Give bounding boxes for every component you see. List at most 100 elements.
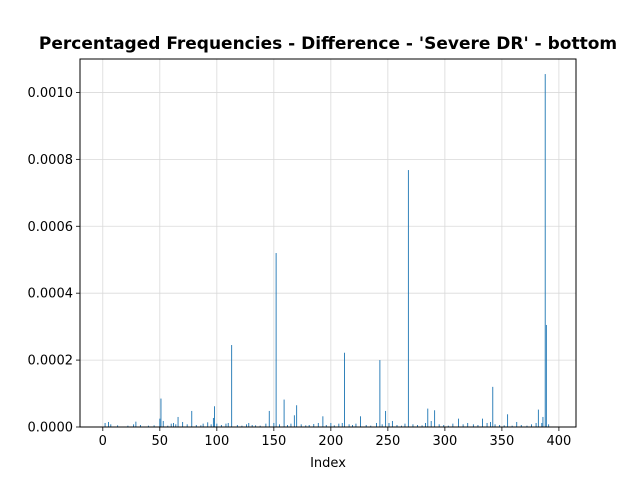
bar — [236, 424, 238, 427]
bar — [227, 422, 229, 427]
bar — [110, 424, 112, 427]
bar — [348, 424, 350, 427]
bar — [494, 424, 496, 427]
bar — [231, 345, 233, 427]
bar — [427, 408, 429, 427]
bar — [214, 406, 216, 427]
bar — [544, 74, 546, 428]
bar — [259, 425, 261, 427]
bar — [477, 424, 479, 427]
bar — [322, 416, 324, 427]
bar — [159, 418, 161, 427]
bar — [308, 424, 310, 427]
bar — [135, 421, 137, 427]
bar — [507, 414, 509, 427]
chart-title: Percentaged Frequencies - Difference - '… — [39, 34, 617, 54]
x-tick-label: 0 — [99, 434, 107, 449]
y-tick-label: 0.0004 — [28, 287, 74, 302]
bar — [117, 425, 119, 427]
bar — [360, 416, 361, 427]
bar — [273, 422, 275, 427]
bar — [333, 425, 335, 427]
bar — [290, 423, 292, 427]
x-axis-ticks: 0 50 100 150 200 250 300 350 400 — [99, 427, 571, 449]
bar — [526, 425, 528, 427]
x-tick-label: 200 — [318, 434, 343, 449]
x-tick-label: 250 — [375, 434, 400, 449]
bar — [296, 405, 298, 427]
bar — [344, 352, 345, 427]
bars — [104, 74, 550, 428]
bar — [438, 424, 440, 427]
bar — [388, 422, 390, 427]
bar — [220, 424, 222, 427]
bar — [225, 423, 227, 427]
x-tick-label: 350 — [489, 434, 514, 449]
bar — [162, 420, 164, 427]
bar — [370, 425, 372, 427]
bar — [365, 424, 367, 427]
bar — [293, 415, 295, 427]
x-tick-label: 50 — [152, 434, 169, 449]
bar — [467, 422, 469, 427]
bar — [462, 424, 464, 427]
y-axis-ticks: 0.0000 0.0002 0.0004 0.0006 0.0008 0.0010 — [28, 86, 80, 436]
x-axis-label: Index — [310, 456, 346, 471]
bar — [401, 425, 403, 427]
bar — [202, 423, 204, 427]
bar — [381, 424, 383, 427]
bar — [520, 424, 522, 427]
bar — [355, 423, 357, 427]
bar — [283, 399, 285, 427]
bar — [447, 425, 449, 427]
y-tick-label: 0.0010 — [28, 86, 74, 101]
bar — [313, 423, 315, 427]
bar — [275, 253, 277, 427]
bar — [104, 422, 106, 427]
bar — [545, 324, 547, 427]
bar — [482, 418, 483, 427]
bar — [492, 386, 494, 427]
bar — [443, 424, 445, 427]
bar — [531, 424, 532, 427]
bar — [421, 425, 423, 427]
bar — [210, 424, 212, 427]
bar — [200, 425, 202, 427]
bar — [537, 409, 539, 427]
bar — [317, 422, 319, 427]
plot-frame — [79, 58, 577, 428]
bar — [251, 424, 253, 427]
bar — [255, 425, 257, 427]
bar — [167, 425, 169, 427]
bar — [434, 410, 436, 427]
y-tick-label: 0.0006 — [28, 220, 74, 235]
bar — [452, 423, 454, 427]
bar — [430, 420, 432, 427]
bar — [425, 422, 426, 427]
bar — [503, 425, 505, 427]
bar — [376, 422, 377, 427]
bar — [246, 424, 247, 427]
bar — [248, 422, 250, 427]
bar — [379, 360, 381, 427]
bar — [139, 424, 141, 427]
bar — [207, 422, 209, 427]
bar — [499, 424, 501, 427]
bar — [108, 421, 109, 427]
x-tick-label: 150 — [261, 434, 286, 449]
bar — [127, 425, 129, 427]
bar — [265, 423, 267, 427]
bar — [191, 410, 193, 427]
bar — [458, 418, 460, 427]
bar — [330, 422, 332, 427]
bar — [300, 424, 302, 427]
bar — [490, 421, 491, 427]
bar — [541, 422, 543, 427]
bar — [417, 424, 418, 427]
bar — [182, 421, 184, 427]
bar — [404, 423, 406, 427]
bar — [212, 417, 214, 427]
x-tick-label: 100 — [204, 434, 229, 449]
grid-lines — [80, 59, 576, 428]
